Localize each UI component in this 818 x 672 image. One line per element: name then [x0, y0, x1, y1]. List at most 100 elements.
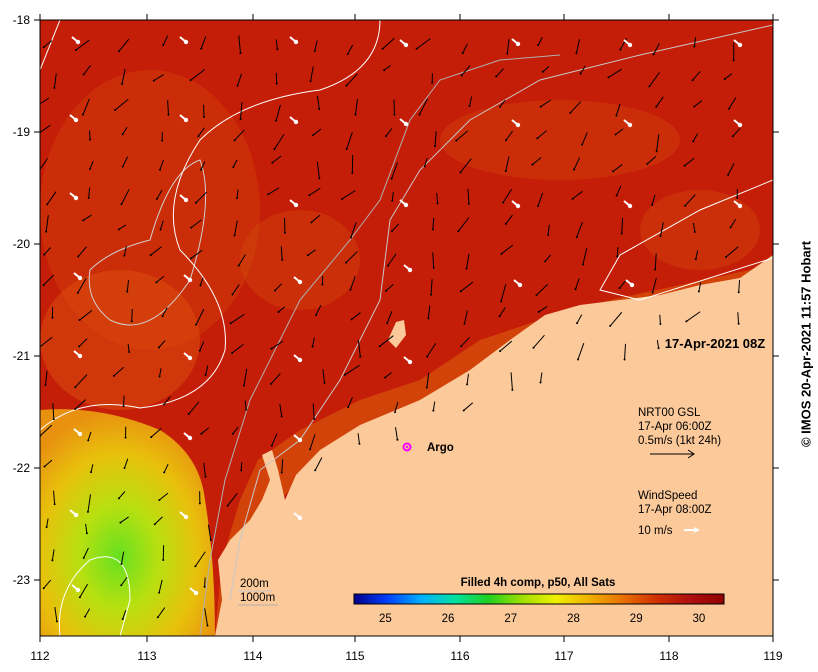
- current-arrow: [460, 336, 470, 347]
- current-arrow-head: [237, 264, 240, 267]
- current-arrow-head: [200, 47, 203, 50]
- current-arrow: [311, 214, 321, 223]
- current-arrow: [322, 369, 325, 384]
- current-legend-line: 0.5m/s (1kt 24h): [638, 435, 721, 447]
- wind-arrow-head: [293, 39, 299, 45]
- current-arrow-head: [572, 168, 575, 171]
- current-arrow: [43, 579, 52, 589]
- current-arrow-head: [150, 436, 153, 439]
- colorbar-tick-label: 30: [693, 613, 706, 625]
- current-arrow-head: [646, 162, 649, 165]
- current-arrow: [436, 192, 439, 204]
- current-arrow-head: [76, 291, 79, 294]
- current-arrow: [727, 162, 735, 176]
- current-arrow-head: [346, 52, 349, 55]
- lon-tick-label: 118: [659, 649, 678, 663]
- current-arrow-head: [162, 44, 165, 47]
- current-arrow-head: [87, 197, 90, 200]
- current-arrow: [652, 277, 657, 293]
- current-arrow-head: [684, 204, 687, 207]
- current-arrow: [577, 343, 585, 360]
- current-arrow: [575, 278, 580, 290]
- colorbar-ticks: 25 26 27 28 29 30: [379, 613, 705, 625]
- current-arrow-head: [499, 105, 502, 108]
- current-arrow: [424, 157, 428, 167]
- depth-1000m-label: 1000m: [240, 592, 275, 604]
- wind-arrow-head: [737, 42, 743, 48]
- current-arrow: [231, 343, 244, 354]
- current-arrow-head: [84, 615, 87, 618]
- current-arrow: [460, 158, 472, 173]
- current-arrow: [230, 313, 245, 324]
- current-arrow: [158, 579, 163, 593]
- current-arrow: [347, 44, 354, 55]
- wind-arrow-head: [293, 202, 299, 208]
- current-arrow-head: [537, 310, 540, 313]
- current-arrow-head: [45, 230, 48, 233]
- current-arrow: [355, 98, 359, 115]
- lon-tick-label: 119: [763, 649, 782, 663]
- current-arrow-head: [345, 84, 348, 87]
- current-arrow: [118, 224, 127, 230]
- current-arrow: [240, 101, 243, 120]
- lon-tick-label: 115: [345, 649, 364, 663]
- current-arrow-head: [358, 442, 361, 445]
- current-arrow: [395, 427, 398, 440]
- current-arrow: [344, 364, 360, 376]
- current-arrow-head: [43, 253, 46, 256]
- current-arrow-head: [233, 234, 236, 237]
- current-arrow: [542, 65, 550, 73]
- current-arrow: [156, 189, 163, 200]
- current-arrow-head: [200, 432, 203, 435]
- current-arrow-head: [311, 134, 314, 137]
- current-arrow: [79, 309, 93, 321]
- current-arrow: [159, 492, 169, 501]
- sst-colorbar: Filled 4h comp, p50, All Sats 25 26 27 28 29…: [353, 577, 725, 625]
- current-arrow-head: [121, 618, 124, 621]
- current-arrow-head: [615, 194, 618, 197]
- current-arrow-head: [393, 113, 396, 116]
- current-arrow: [150, 428, 162, 438]
- lon-axis: 112 113 114 115 116 117 118 119: [30, 14, 783, 663]
- current-arrow-head: [459, 290, 462, 293]
- current-arrow: [692, 222, 696, 232]
- current-arrow-head: [231, 432, 234, 435]
- current-arrow: [79, 583, 89, 598]
- wind-arrow-head: [187, 277, 193, 283]
- current-arrow: [463, 402, 474, 411]
- current-arrow-head: [197, 135, 200, 138]
- current-arrow-head: [694, 258, 697, 261]
- current-arrow: [501, 244, 514, 255]
- current-arrow: [43, 40, 53, 48]
- current-arrow: [274, 283, 282, 291]
- current-arrow-head: [431, 81, 434, 84]
- current-arrow: [576, 314, 583, 324]
- current-arrow: [190, 249, 203, 259]
- current-arrow-head: [693, 105, 696, 108]
- current-arrow-head: [53, 86, 56, 89]
- current-arrow: [651, 194, 656, 205]
- wind-arrow-head: [737, 122, 743, 128]
- current-arrow-head: [117, 50, 120, 53]
- current-legend-line: 17-Apr 06:00Z: [638, 421, 712, 433]
- current-arrow-head: [659, 235, 662, 238]
- lat-tick-label: -19: [13, 125, 31, 139]
- current-arrow: [200, 161, 206, 170]
- current-arrow: [346, 73, 358, 86]
- current-arrow: [127, 343, 130, 353]
- current-arrow: [316, 161, 320, 179]
- current-arrow-head: [309, 448, 312, 451]
- wind-arrow-head: [515, 203, 521, 209]
- current-arrow: [385, 283, 394, 292]
- current-arrow: [207, 524, 212, 540]
- current-arrow: [693, 37, 697, 47]
- current-arrow-head: [280, 415, 283, 418]
- current-arrow: [238, 254, 246, 266]
- current-arrow-head: [306, 254, 309, 257]
- current-arrow-head: [652, 53, 655, 56]
- current-arrow-head: [574, 288, 577, 291]
- current-arrow: [432, 217, 435, 230]
- lat-tick-label: -20: [13, 237, 31, 251]
- current-arrow-head: [51, 559, 54, 562]
